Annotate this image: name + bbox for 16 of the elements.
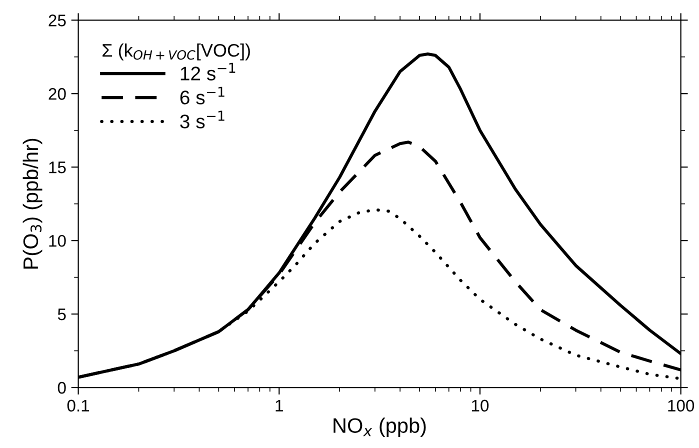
y-tick-label: 10 (49, 234, 66, 247)
legend-title: Σ (k$_{OH+VOC}$[VOC]) (102, 43, 250, 60)
legend-label: 3 s$^{−1}$ (180, 110, 224, 128)
y-tick-label: 15 (49, 162, 66, 174)
x-tick-label: 0.1 (67, 400, 90, 412)
legend-label: 12 s$^{−1}$ (180, 62, 236, 80)
x-tick-label: 10 (472, 400, 489, 412)
y-tick-label: 0 (58, 382, 66, 394)
y-tick-label: 5 (58, 308, 66, 320)
y-tick-label: 20 (48, 88, 66, 100)
x-tick-label: 1 (276, 400, 283, 412)
x-axis-title: NO$_{x}$ (ppb) (334, 418, 426, 438)
y-axis-title: P(O$_{3}$) (ppb/hr) (22, 138, 42, 269)
x-tick-label: 100 (668, 400, 694, 412)
legend-label: 6 s$^{−1}$ (180, 86, 224, 104)
y-tick-label: 25 (48, 14, 66, 26)
